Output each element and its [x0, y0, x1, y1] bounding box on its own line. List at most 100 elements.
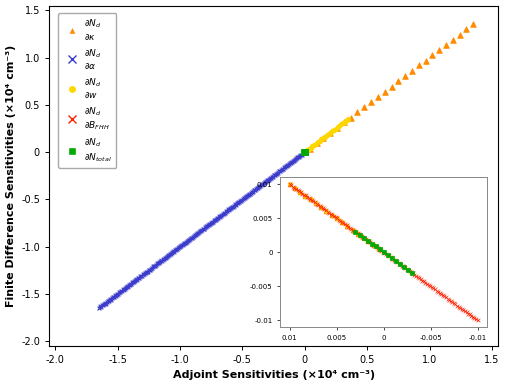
Point [272, 171, 280, 177]
Point [136, 273, 144, 279]
Point [300, 149, 308, 156]
Point [166, 251, 174, 257]
Point [150, 262, 159, 269]
Point [182, 239, 190, 245]
Point [328, 128, 336, 134]
Point [204, 222, 212, 228]
Point [186, 236, 194, 242]
Point [268, 173, 276, 179]
Point [130, 278, 138, 284]
Point [160, 255, 168, 261]
Point [129, 279, 137, 285]
Point [133, 277, 141, 283]
Point [414, 62, 422, 68]
Point [159, 256, 167, 262]
Point [211, 217, 219, 223]
Point [319, 135, 327, 141]
Point [192, 230, 200, 237]
Point [225, 207, 233, 213]
Point [184, 237, 192, 244]
Point [179, 241, 187, 247]
Point [260, 179, 268, 185]
Point [295, 153, 303, 159]
Point [220, 210, 228, 217]
Point [441, 42, 449, 48]
Point [258, 181, 266, 188]
Point [107, 296, 115, 303]
Point [199, 225, 208, 232]
Point [141, 269, 149, 276]
Point [142, 269, 150, 275]
Point [278, 166, 286, 172]
X-axis label: Adjoint Sensitivities (×10⁴ cm⁻³): Adjoint Sensitivities (×10⁴ cm⁻³) [172, 371, 374, 381]
Point [335, 123, 343, 129]
Point [186, 235, 194, 241]
Point [298, 151, 307, 157]
Point [179, 241, 187, 247]
Point [138, 272, 146, 278]
Point [393, 78, 401, 84]
Point [203, 222, 211, 229]
Point [280, 164, 288, 170]
Point [332, 125, 340, 131]
Point [265, 176, 273, 182]
Point [274, 168, 282, 174]
Point [123, 283, 131, 290]
Point [229, 203, 237, 209]
Point [254, 184, 262, 190]
Point [302, 147, 311, 154]
Point [206, 220, 214, 227]
Point [174, 245, 182, 251]
Point [256, 183, 264, 189]
Point [270, 172, 278, 178]
Point [171, 247, 179, 253]
Point [236, 198, 244, 204]
Point [105, 298, 113, 304]
Point [113, 291, 121, 297]
Point [141, 270, 149, 276]
Point [227, 205, 235, 211]
Point [462, 26, 470, 32]
Point [266, 175, 274, 181]
Point [434, 47, 442, 53]
Point [145, 267, 154, 273]
Point [217, 212, 225, 218]
Point [160, 256, 168, 262]
Point [202, 223, 210, 229]
Point [249, 187, 258, 193]
Point [205, 221, 213, 227]
Point [198, 226, 207, 232]
Point [305, 146, 313, 152]
Point [285, 161, 293, 167]
Point [228, 204, 236, 210]
Point [238, 196, 246, 202]
Point [223, 208, 231, 214]
Point [252, 186, 260, 192]
Point [266, 175, 274, 181]
Point [107, 296, 115, 302]
Point [221, 209, 229, 215]
Point [338, 120, 346, 126]
Point [156, 259, 164, 265]
Point [98, 302, 107, 308]
Point [162, 254, 170, 260]
Point [237, 197, 245, 203]
Point [269, 173, 277, 179]
Point [167, 250, 175, 256]
Point [236, 198, 244, 204]
Point [306, 144, 314, 151]
Point [257, 182, 265, 188]
Point [180, 240, 188, 246]
Point [204, 222, 212, 228]
Point [267, 175, 275, 181]
Point [322, 132, 330, 139]
Point [117, 288, 125, 295]
Point [237, 197, 245, 203]
Point [125, 282, 133, 288]
Point [118, 287, 126, 293]
Point [454, 32, 463, 38]
Point [158, 257, 166, 264]
Point [143, 269, 151, 275]
Point [300, 149, 308, 155]
Point [216, 214, 224, 220]
